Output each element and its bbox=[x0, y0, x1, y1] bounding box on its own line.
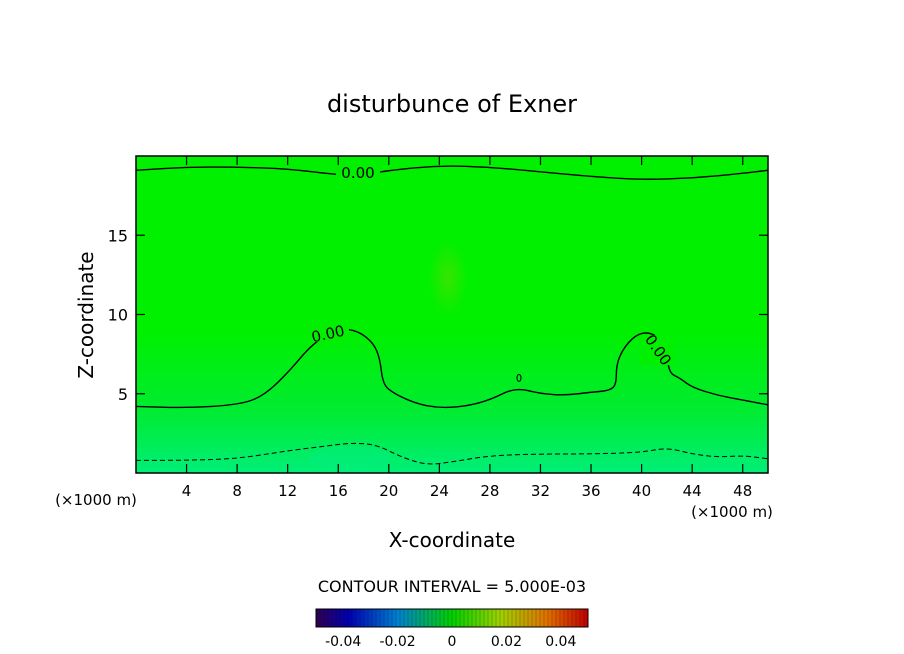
x-tick-label: 20 bbox=[379, 482, 398, 500]
label-mask-1 bbox=[336, 163, 380, 181]
x-tick-label: 44 bbox=[683, 482, 702, 500]
x-tick-label: 32 bbox=[531, 482, 550, 500]
colorbar-tick-label: -0.02 bbox=[379, 634, 415, 650]
colorbar-ticks: -0.04 -0.02 0 0.02 0.04 bbox=[325, 634, 576, 650]
contour-small-loop bbox=[516, 373, 522, 382]
x-tick-label: 4 bbox=[182, 482, 192, 500]
chart-title: disturbunce of Exner bbox=[327, 90, 577, 118]
x-tick-label: 40 bbox=[632, 482, 651, 500]
x-tick-label: 24 bbox=[430, 482, 449, 500]
y-tick-label: 15 bbox=[108, 226, 128, 245]
field-blob-low bbox=[308, 446, 392, 470]
x-unit-left: (×1000 m) bbox=[55, 491, 137, 509]
x-tick-label: 8 bbox=[232, 482, 242, 500]
colorbar-tick-label: 0.02 bbox=[491, 634, 522, 650]
contour-line-2 bbox=[136, 442, 769, 465]
colorbar-tick-label: -0.04 bbox=[325, 634, 361, 650]
colorbar-stripes bbox=[319, 609, 585, 627]
label-mask-3 bbox=[640, 335, 674, 365]
field-blob bbox=[428, 240, 468, 316]
label-mask-2 bbox=[307, 324, 349, 342]
y-tick-label: 5 bbox=[118, 385, 128, 404]
x-unit-right: (×1000 m) bbox=[691, 503, 773, 521]
x-axis-ticks: 4 8 12 16 20 24 28 32 36 40 44 48 bbox=[182, 156, 752, 500]
y-axis-ticks: 5 10 15 bbox=[108, 226, 768, 404]
colorbar-tick-label: 0.04 bbox=[545, 634, 576, 650]
x-tick-label: 16 bbox=[329, 482, 348, 500]
x-tick-label: 12 bbox=[278, 482, 297, 500]
x-tick-label: 48 bbox=[733, 482, 752, 500]
colorbar-tick-label: 0 bbox=[448, 634, 457, 650]
y-tick-label: 10 bbox=[108, 306, 128, 325]
contour-label-top: 0.00 bbox=[341, 164, 374, 182]
x-tick-label: 28 bbox=[480, 482, 499, 500]
contour-line-0 bbox=[135, 165, 769, 180]
y-axis-label: Z-coordinate bbox=[74, 251, 98, 378]
contour-interval: CONTOUR INTERVAL = 5.000E-03 bbox=[318, 577, 586, 596]
x-tick-label: 36 bbox=[581, 482, 600, 500]
x-axis-label: X-coordinate bbox=[389, 528, 516, 552]
